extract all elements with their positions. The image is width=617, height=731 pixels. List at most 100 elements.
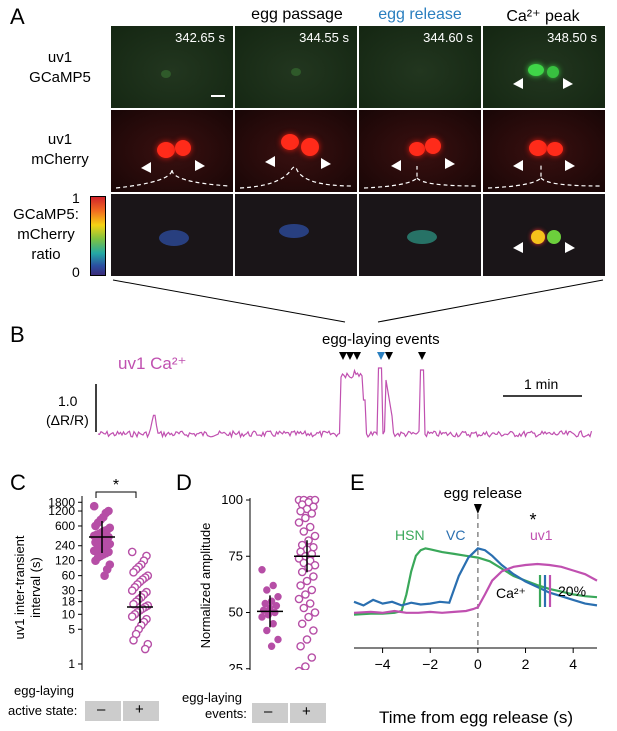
d-point-plus bbox=[301, 590, 310, 599]
d-point-plus bbox=[294, 518, 304, 527]
d-cat-box-minus bbox=[252, 703, 288, 723]
uv1-calcium-trace bbox=[97, 367, 593, 439]
c-ytick-label: 1200 bbox=[48, 504, 75, 518]
overlay bbox=[115, 160, 230, 189]
row-label-gcamp-line1: uv1 bbox=[47, 49, 73, 66]
d-point-plus bbox=[297, 619, 307, 629]
row-label-mcherry: uv1 mCherry bbox=[15, 130, 105, 170]
c-ytick-label: 1 bbox=[68, 657, 75, 670]
e-xtick-label: 2 bbox=[522, 656, 530, 672]
c-ytick-label: 10 bbox=[62, 607, 76, 621]
events-label: egg-laying events bbox=[322, 331, 440, 348]
timestamp-1: 342.65 s bbox=[175, 30, 225, 45]
d-point-minus bbox=[269, 620, 277, 628]
d-point-plus bbox=[294, 666, 304, 670]
overlay bbox=[363, 158, 478, 189]
c-cat-minus: – bbox=[97, 701, 106, 718]
c-point-minus bbox=[91, 556, 100, 565]
e-xtick-label: −2 bbox=[422, 656, 438, 672]
ratio-cell-right bbox=[547, 230, 561, 244]
c-point-minus bbox=[89, 501, 99, 511]
tile-mcherry-2 bbox=[235, 110, 357, 192]
c-sig-bracket bbox=[95, 491, 137, 498]
d-ytick-label: 25 bbox=[229, 661, 243, 670]
d-point-minus bbox=[267, 642, 276, 650]
c-point-plus bbox=[127, 586, 137, 595]
c-ytick-label: 5 bbox=[68, 622, 75, 636]
c-ytick-label: 600 bbox=[55, 519, 75, 533]
d-ylabel: Normalized amplitude bbox=[198, 523, 213, 649]
e-label-uv1: uv1 bbox=[530, 527, 553, 543]
d-point-minus bbox=[272, 602, 281, 610]
panel-d-chart: 100 75 50 25 Normalized amplitude bbox=[198, 492, 320, 670]
c-point-minus bbox=[89, 546, 99, 556]
row-label-ratio-line1: GCaMP5: bbox=[13, 206, 79, 223]
panel-letter-b: B bbox=[10, 322, 25, 347]
c-cat-box-plus bbox=[123, 701, 159, 721]
c-xlabel-line1: egg-laying bbox=[14, 683, 74, 698]
d-point-minus bbox=[263, 626, 271, 635]
c-point-plus bbox=[129, 635, 138, 645]
faint-signal bbox=[161, 70, 171, 78]
d-point-plus bbox=[304, 612, 313, 622]
ratio-blob bbox=[279, 224, 309, 238]
c-cat-box-minus bbox=[85, 701, 121, 721]
row-label-ratio: GCaMP5: mCherry ratio bbox=[2, 205, 90, 265]
c-point-plus bbox=[127, 612, 137, 621]
green-cell-left bbox=[528, 64, 544, 76]
d-point-plus bbox=[307, 585, 317, 595]
faint-signal bbox=[291, 68, 301, 76]
d-point-plus bbox=[309, 572, 318, 581]
red-cell-right bbox=[175, 140, 191, 156]
c-significance: * bbox=[113, 477, 119, 494]
d-xlabel-line2: events: bbox=[205, 706, 247, 721]
header-egg-release: egg release bbox=[378, 6, 462, 23]
c-ytick-label: 1800 bbox=[48, 495, 75, 509]
d-point-plus bbox=[302, 576, 312, 586]
trace-label: uv1 Ca²⁺ bbox=[118, 354, 187, 373]
timestamp-2: 344.55 s bbox=[299, 30, 349, 45]
d-point-minus bbox=[258, 566, 266, 574]
c-ytick-label: 30 bbox=[62, 584, 76, 598]
row-label-mcherry-line2: mCherry bbox=[31, 151, 89, 168]
d-ytick-label: 100 bbox=[221, 492, 243, 507]
d-point-plus bbox=[304, 536, 313, 545]
c-ytick-label: 240 bbox=[55, 539, 75, 553]
d-point-plus bbox=[304, 563, 313, 572]
c-ytick-label: 18 bbox=[62, 595, 76, 609]
timestamp-4: 348.50 s bbox=[547, 30, 597, 45]
d-point-plus bbox=[296, 506, 305, 516]
d-point-minus bbox=[271, 608, 279, 617]
d-point-minus bbox=[274, 593, 282, 601]
d-ytick-label: 50 bbox=[229, 605, 243, 620]
d-cat-plus: + bbox=[302, 703, 311, 720]
d-point-plus bbox=[301, 662, 310, 670]
scale-x-label: 1 min bbox=[524, 376, 559, 392]
d-point-plus bbox=[301, 513, 310, 523]
d-point-plus bbox=[307, 509, 317, 518]
scale-y-unit: (ΔR/R) bbox=[46, 412, 89, 428]
d-point-plus bbox=[307, 653, 317, 662]
green-cell-right bbox=[547, 66, 559, 78]
row-label-gcamp: uv1 GCaMP5 bbox=[15, 48, 105, 88]
tile-mcherry-1 bbox=[111, 110, 233, 192]
d-point-plus bbox=[305, 599, 315, 608]
panel-letter-d: D bbox=[176, 470, 192, 495]
scale-bar bbox=[211, 95, 225, 97]
d-point-plus bbox=[296, 581, 305, 590]
d-point-minus bbox=[258, 613, 266, 621]
e-xtick-label: 4 bbox=[569, 656, 577, 672]
e-scale-value: 20% bbox=[558, 583, 586, 599]
tile-gcamp-4: 348.50 s bbox=[483, 26, 605, 108]
tile-mcherry-4 bbox=[483, 110, 605, 192]
red-cell-right bbox=[547, 142, 563, 156]
panel-letter-a: A bbox=[10, 4, 25, 29]
e-label-hsn: HSN bbox=[395, 527, 425, 543]
d-ytick-label: 75 bbox=[229, 548, 243, 563]
c-point-minus bbox=[100, 571, 109, 580]
e-xlabel: Time from egg release (s) bbox=[379, 708, 573, 727]
scale-y-value: 1.0 bbox=[58, 393, 78, 409]
e-line-hsn bbox=[353, 547, 598, 616]
e-label-vc: VC bbox=[446, 527, 465, 543]
